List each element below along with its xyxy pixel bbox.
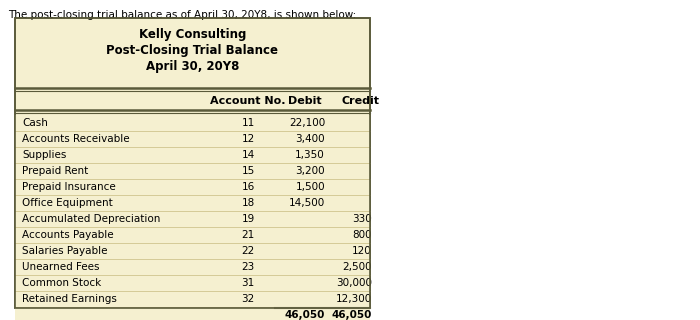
- Bar: [15, 179, 370, 195]
- Bar: [15, 211, 370, 227]
- Text: Kelly Consulting: Kelly Consulting: [139, 28, 246, 41]
- Text: 12: 12: [241, 134, 255, 144]
- Text: Office Equipment: Office Equipment: [22, 198, 113, 208]
- Bar: [15, 115, 370, 131]
- Bar: [15, 18, 370, 308]
- Text: 18: 18: [241, 198, 255, 208]
- Text: 1,500: 1,500: [295, 182, 325, 192]
- Bar: [15, 18, 370, 308]
- Text: 1,350: 1,350: [295, 150, 325, 160]
- Text: Accounts Receivable: Accounts Receivable: [22, 134, 130, 144]
- Bar: [15, 307, 370, 320]
- Text: Common Stock: Common Stock: [22, 278, 102, 288]
- Text: 11: 11: [241, 118, 255, 128]
- Text: 12,300: 12,300: [336, 294, 372, 304]
- Text: 800: 800: [352, 230, 372, 240]
- Text: 46,050: 46,050: [285, 310, 325, 320]
- Text: 3,200: 3,200: [295, 166, 325, 176]
- Text: Account No.: Account No.: [210, 96, 286, 106]
- Text: 46,050: 46,050: [332, 310, 372, 320]
- Text: The post-closing trial balance as of April 30, 20Y8, is shown below:: The post-closing trial balance as of Apr…: [8, 10, 356, 20]
- Text: Accumulated Depreciation: Accumulated Depreciation: [22, 214, 160, 224]
- Text: 32: 32: [241, 294, 255, 304]
- Text: 31: 31: [241, 278, 255, 288]
- Text: Accounts Payable: Accounts Payable: [22, 230, 113, 240]
- Text: 22: 22: [241, 246, 255, 256]
- Text: Prepaid Insurance: Prepaid Insurance: [22, 182, 116, 192]
- Text: 23: 23: [241, 262, 255, 272]
- Text: Unearned Fees: Unearned Fees: [22, 262, 99, 272]
- Bar: [15, 131, 370, 147]
- Text: 30,000: 30,000: [336, 278, 372, 288]
- Text: Cash: Cash: [22, 118, 48, 128]
- Bar: [15, 259, 370, 275]
- Bar: [15, 227, 370, 243]
- Bar: [15, 163, 370, 179]
- Text: 15: 15: [241, 166, 255, 176]
- Text: Post-Closing Trial Balance: Post-Closing Trial Balance: [106, 44, 279, 57]
- Text: 2,500: 2,500: [342, 262, 372, 272]
- Bar: [15, 195, 370, 211]
- Text: 14,500: 14,500: [288, 198, 325, 208]
- Text: Salaries Payable: Salaries Payable: [22, 246, 108, 256]
- Text: 22,100: 22,100: [288, 118, 325, 128]
- Bar: [15, 291, 370, 307]
- Text: Prepaid Rent: Prepaid Rent: [22, 166, 88, 176]
- Text: Debit: Debit: [288, 96, 322, 106]
- Text: 14: 14: [241, 150, 255, 160]
- Text: 19: 19: [241, 214, 255, 224]
- Bar: [15, 147, 370, 163]
- Text: 3,400: 3,400: [295, 134, 325, 144]
- Text: Retained Earnings: Retained Earnings: [22, 294, 117, 304]
- Text: 330: 330: [352, 214, 372, 224]
- Bar: [15, 275, 370, 291]
- Text: Credit: Credit: [341, 96, 379, 106]
- Text: 16: 16: [241, 182, 255, 192]
- Text: 21: 21: [241, 230, 255, 240]
- Text: Supplies: Supplies: [22, 150, 66, 160]
- Text: April 30, 20Y8: April 30, 20Y8: [146, 60, 239, 73]
- Text: 120: 120: [352, 246, 372, 256]
- Bar: [15, 243, 370, 259]
